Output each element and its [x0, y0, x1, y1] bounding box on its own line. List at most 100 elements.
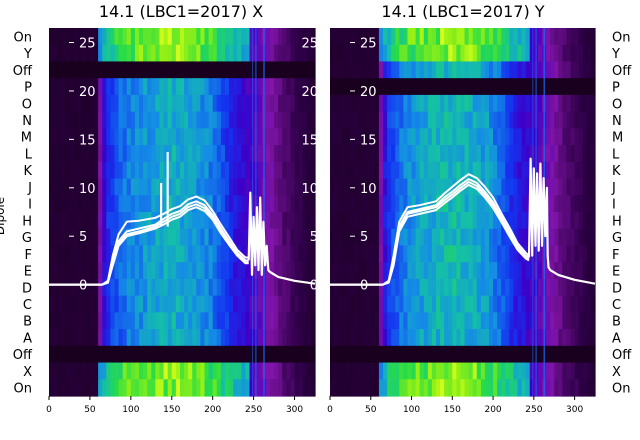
heatmap-cell	[49, 228, 54, 247]
heatmap-cell	[391, 44, 396, 63]
heatmap-cell	[282, 295, 287, 313]
heatmap-streak	[263, 28, 265, 396]
heatmap-cell	[102, 212, 107, 230]
heatmap-cell	[151, 61, 156, 79]
heatmap-cell	[237, 28, 242, 46]
heatmap-cell	[139, 78, 144, 96]
heatmap-cell	[65, 329, 71, 347]
heatmap-cell	[590, 379, 596, 397]
heatmap-cell	[570, 312, 576, 330]
heatmap-cell	[342, 228, 347, 247]
heatmap-cell	[147, 195, 152, 213]
heatmap-cell	[57, 111, 62, 129]
heatmap-cell	[167, 362, 173, 380]
heatmap-cell	[395, 161, 400, 180]
heatmap-cell	[81, 345, 87, 364]
heatmap-cell	[192, 28, 197, 46]
heatmap-cell	[444, 278, 449, 297]
heatmap-cell	[480, 28, 486, 46]
heatmap-cell	[241, 262, 247, 280]
heatmap-cell	[179, 44, 185, 63]
heatmap-cell	[306, 128, 312, 146]
heatmap-cell	[484, 161, 490, 180]
heatmap-cell	[208, 61, 214, 79]
heatmap-cell	[192, 78, 197, 96]
heatmap-cell	[517, 44, 523, 63]
heatmap-cell	[472, 379, 478, 397]
heatmap-cell	[302, 379, 308, 397]
heatmap-cell	[590, 212, 596, 230]
heatmap-cell	[126, 178, 132, 196]
heatmap-cell	[179, 94, 185, 113]
heatmap-cell	[407, 379, 413, 397]
heatmap-cell	[423, 44, 429, 63]
heatmap-cell	[378, 212, 384, 230]
heatmap-cell	[407, 278, 413, 297]
heatmap-cell	[419, 61, 425, 79]
heatmap-cell	[399, 278, 404, 297]
heatmap-cell	[237, 262, 242, 280]
heatmap-cell	[274, 312, 279, 330]
heatmap-cell	[196, 128, 202, 146]
tail-trace	[527, 157, 596, 285]
heatmap-cell	[143, 295, 148, 313]
heatmap-cell	[212, 128, 218, 146]
heatmap-cell	[550, 161, 555, 180]
heatmap-cell	[143, 94, 148, 113]
heatmap-cell	[440, 178, 445, 196]
heatmap-cell	[106, 362, 111, 380]
heatmap-cell	[493, 245, 498, 263]
heatmap-cell	[529, 128, 535, 146]
heatmap-cell	[464, 195, 470, 213]
heatmap-cell	[521, 278, 527, 297]
heatmap-cell	[139, 28, 144, 46]
heatmap-cell	[448, 145, 453, 163]
heatmap-cell	[582, 329, 588, 347]
heatmap-cell	[342, 161, 347, 180]
heatmap-cell	[298, 94, 304, 113]
heatmap-cell	[130, 145, 136, 163]
heatmap-cell	[383, 195, 388, 213]
heatmap-cell	[431, 78, 437, 96]
heatmap-cell	[245, 78, 251, 96]
heatmap-cell	[249, 295, 255, 313]
heatmap-cell	[489, 312, 494, 330]
heatmap-cell	[521, 178, 527, 196]
heatmap-cell	[529, 278, 535, 297]
heatmap-cell	[578, 178, 584, 196]
heatmap-cell	[489, 111, 494, 129]
heatmap-cell	[118, 262, 124, 280]
heatmap-cell	[122, 111, 128, 129]
heatmap-cell	[106, 312, 111, 330]
row-label: D	[612, 281, 622, 296]
heatmap-cell	[265, 228, 271, 247]
heatmap-cell	[484, 262, 490, 280]
heatmap-cell	[566, 379, 572, 397]
heatmap-cell	[61, 362, 66, 380]
heatmap-cell	[175, 278, 181, 297]
heatmap-cell	[175, 228, 181, 247]
heatmap-cell	[306, 145, 312, 163]
heatmap-cell	[350, 195, 356, 213]
heatmap-cell	[517, 212, 523, 230]
heatmap-cell	[358, 145, 364, 163]
heatmap-cell	[411, 78, 417, 96]
heatmap-cell	[403, 245, 409, 263]
heatmap-cell	[452, 195, 457, 213]
heatmap-cell	[245, 329, 251, 347]
heatmap-cell	[411, 262, 417, 280]
heatmap-cell	[69, 212, 75, 230]
heatmap-cell	[411, 128, 417, 146]
heatmap-cell	[444, 195, 449, 213]
heatmap-cell	[476, 145, 482, 163]
heatmap-cell	[407, 44, 413, 63]
heatmap-cell	[387, 278, 392, 297]
heatmap-cell	[118, 128, 124, 146]
heatmap-cell	[282, 44, 287, 63]
heatmap-cell	[570, 329, 576, 347]
heatmap-cell	[290, 145, 296, 163]
heatmap-cell	[517, 228, 523, 247]
heatmap-cell	[509, 345, 515, 364]
